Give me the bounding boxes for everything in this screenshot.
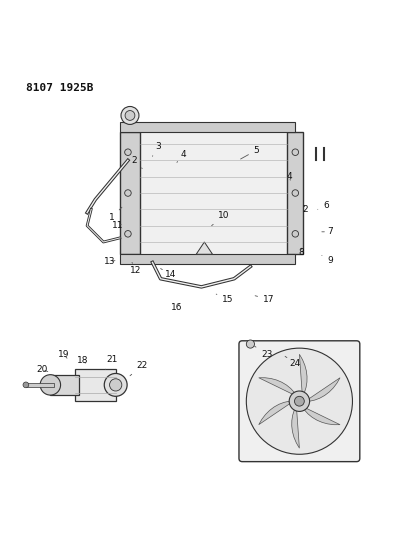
- Circle shape: [246, 348, 353, 454]
- Text: 23: 23: [254, 346, 272, 359]
- Text: 16: 16: [171, 303, 182, 312]
- Circle shape: [292, 149, 298, 156]
- Text: 12: 12: [130, 262, 142, 275]
- Text: 9: 9: [322, 255, 333, 265]
- Text: 24: 24: [285, 356, 301, 368]
- Text: 15: 15: [216, 294, 234, 304]
- Circle shape: [110, 379, 122, 391]
- Circle shape: [295, 397, 304, 406]
- Circle shape: [104, 374, 127, 397]
- Text: 2: 2: [131, 156, 142, 168]
- Bar: [120, 132, 140, 254]
- Bar: [26, 383, 55, 386]
- Polygon shape: [309, 378, 340, 401]
- Polygon shape: [299, 354, 307, 392]
- Polygon shape: [259, 401, 289, 425]
- Circle shape: [125, 190, 131, 196]
- Polygon shape: [305, 408, 340, 425]
- Bar: [287, 132, 303, 254]
- Text: 4: 4: [177, 150, 186, 163]
- Circle shape: [246, 340, 254, 348]
- Polygon shape: [292, 410, 299, 448]
- Text: 18: 18: [77, 356, 89, 365]
- Circle shape: [40, 375, 60, 395]
- Text: 4: 4: [286, 172, 292, 181]
- Text: 11: 11: [112, 221, 123, 230]
- Text: 17: 17: [255, 295, 275, 304]
- Text: 2: 2: [303, 205, 308, 214]
- Text: 6: 6: [318, 201, 329, 210]
- Bar: [120, 254, 296, 264]
- Text: 19: 19: [58, 350, 69, 359]
- Circle shape: [125, 110, 135, 120]
- Circle shape: [125, 231, 131, 237]
- Circle shape: [121, 107, 139, 124]
- Text: 22: 22: [130, 361, 148, 376]
- Polygon shape: [259, 378, 294, 394]
- Circle shape: [289, 391, 309, 411]
- Bar: [120, 122, 296, 132]
- Text: 8: 8: [298, 248, 304, 257]
- Text: 20: 20: [37, 365, 48, 374]
- Bar: [75, 368, 115, 401]
- Text: 8107 1925B: 8107 1925B: [26, 83, 93, 93]
- FancyBboxPatch shape: [239, 341, 360, 462]
- Circle shape: [292, 190, 298, 196]
- Text: 21: 21: [106, 355, 117, 369]
- Circle shape: [292, 231, 298, 237]
- Circle shape: [125, 149, 131, 156]
- Text: 1: 1: [109, 207, 122, 222]
- Text: 10: 10: [212, 211, 230, 225]
- Text: 14: 14: [161, 269, 176, 279]
- Bar: [136, 128, 291, 259]
- Bar: [51, 375, 79, 395]
- Circle shape: [23, 382, 29, 387]
- Text: 13: 13: [104, 257, 115, 265]
- Polygon shape: [196, 242, 212, 254]
- Text: 5: 5: [240, 146, 259, 159]
- Text: 3: 3: [152, 142, 162, 156]
- Text: 7: 7: [322, 227, 333, 236]
